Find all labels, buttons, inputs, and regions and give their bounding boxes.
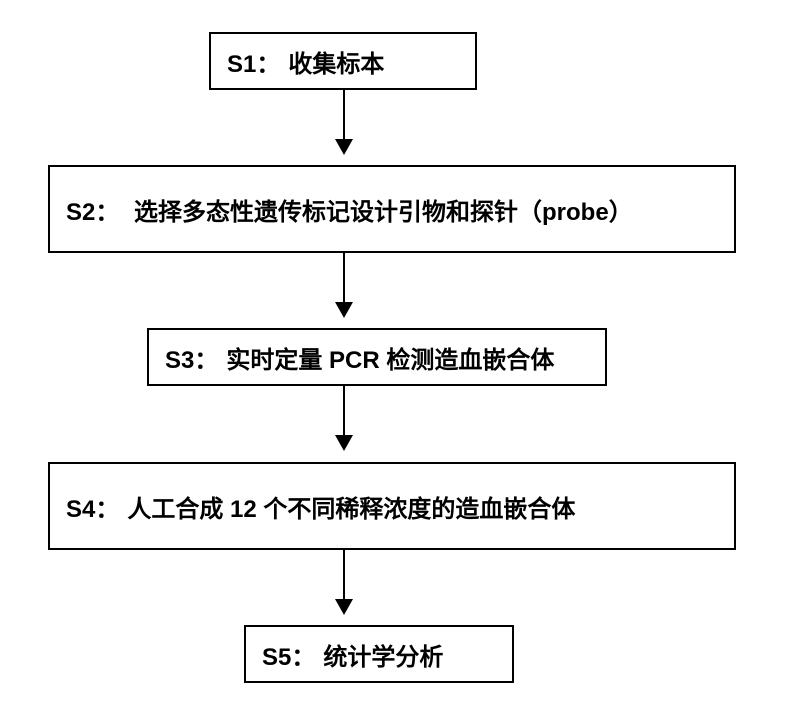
node-label: S4：人工合成 12 个不同稀释浓度的造血嵌合体 <box>66 489 575 524</box>
flow-node-s4: S4：人工合成 12 个不同稀释浓度的造血嵌合体 <box>48 462 736 550</box>
node-label: S5：统计学分析 <box>262 637 443 672</box>
flow-node-s3: S3：实时定量 PCR 检测造血嵌合体 <box>147 328 607 386</box>
node-label: S1：收集标本 <box>227 44 384 79</box>
flow-arrow <box>343 253 345 316</box>
flow-node-s5: S5：统计学分析 <box>244 625 514 683</box>
flow-node-s2: S2： 选择多态性遗传标记设计引物和探针（probe） <box>48 165 736 253</box>
flow-node-s1: S1：收集标本 <box>209 32 477 90</box>
node-label: S3：实时定量 PCR 检测造血嵌合体 <box>165 340 554 375</box>
node-label: S2： 选择多态性遗传标记设计引物和探针（probe） <box>66 192 633 227</box>
flow-arrow <box>343 90 345 153</box>
flow-arrow <box>343 386 345 449</box>
flow-arrow <box>343 550 345 613</box>
